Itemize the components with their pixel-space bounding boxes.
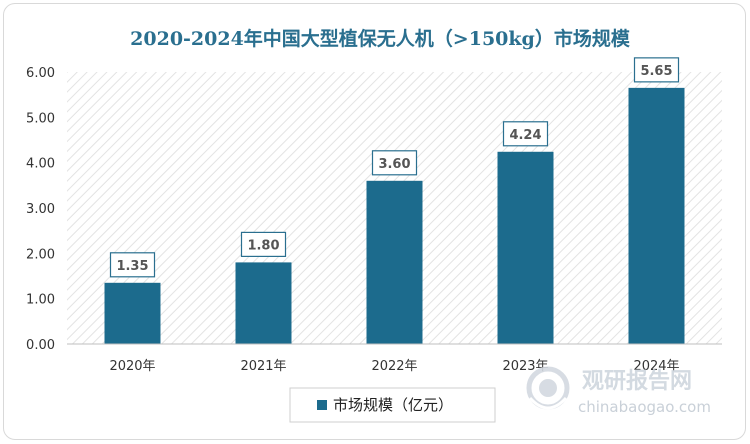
y-tick-label: 6.00 [26,66,55,81]
x-tick-label: 2021年 [240,359,286,374]
bar-series [104,87,685,344]
data-label: 4.24 [502,121,549,147]
y-tick-label: 0.00 [26,338,55,353]
y-tick-label: 2.00 [26,247,55,262]
y-tick-label: 5.00 [26,111,55,126]
data-label-box [240,231,287,257]
data-label: 5.65 [633,57,680,83]
watermark-logo-icon [526,366,570,410]
bar [497,151,554,344]
x-tick-label: 2022年 [371,359,417,374]
data-label-text: 1.35 [116,259,148,274]
data-label-box [109,252,156,278]
data-label: 1.35 [109,252,156,278]
legend: 市场规模（亿元） [289,387,496,423]
legend-swatch [317,400,327,410]
y-tick-label: 3.00 [26,202,55,217]
watermark-text: 观研报告网 [582,369,692,394]
watermark-url: chinabaogao.com [578,398,711,416]
data-label-box [371,150,418,176]
bar [104,282,161,344]
x-tick-label: 2024年 [633,359,679,374]
y-axis-ticks: 0.00 1.00 2.00 3.00 4.00 5.00 6.00 [26,66,55,353]
value-labels: 1.35 1.80 3.60 4.24 5.65 [109,57,680,278]
y-tick-label: 4.00 [26,157,55,172]
data-label-text: 5.65 [640,64,672,79]
legend-box [289,387,496,423]
x-tick-label: 2020年 [109,359,155,374]
data-label-text: 4.24 [509,128,541,143]
data-label: 1.80 [240,231,287,257]
data-label-box [633,57,680,83]
data-label-text: 1.80 [247,238,279,253]
chart-title: 2020-2024年中国大型植保无人机（>150kg）市场规模 [130,27,631,50]
bar [366,180,423,344]
data-label: 3.60 [371,150,418,176]
data-label-text: 3.60 [378,157,410,172]
bar [628,87,685,344]
watermark: 观研报告网 chinabaogao.com [526,366,711,416]
bar [235,262,292,344]
legend-label: 市场规模（亿元） [333,396,453,414]
y-tick-label: 1.00 [26,293,55,308]
data-label-box [502,121,549,147]
